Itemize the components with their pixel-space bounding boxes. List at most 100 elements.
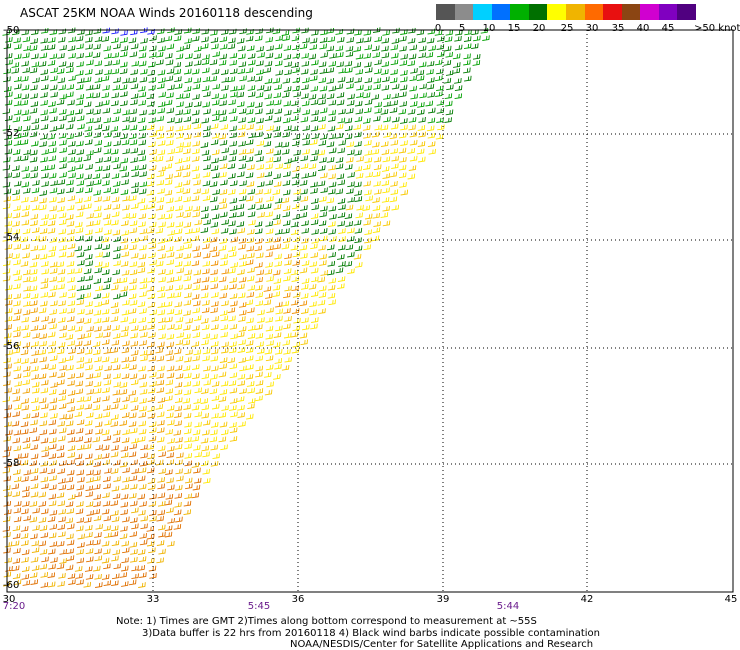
wind-barb bbox=[282, 131, 290, 138]
wind-barb bbox=[139, 331, 148, 338]
wind-barb bbox=[85, 548, 94, 555]
wind-barb bbox=[148, 547, 156, 554]
wind-barb bbox=[76, 501, 84, 507]
wind-barb bbox=[409, 131, 418, 138]
wind-barb bbox=[202, 171, 211, 178]
wind-barb bbox=[122, 109, 130, 116]
wind-barb bbox=[102, 251, 111, 258]
wind-barb bbox=[122, 467, 130, 474]
wind-barb bbox=[76, 348, 85, 355]
wind-barb bbox=[157, 37, 165, 44]
wind-barb bbox=[176, 452, 184, 459]
wind-barb bbox=[113, 163, 121, 170]
wind-barb bbox=[76, 43, 84, 50]
wind-barb bbox=[111, 485, 120, 492]
wind-barb bbox=[67, 195, 76, 202]
wind-barb bbox=[23, 149, 31, 156]
wind-barb bbox=[138, 373, 147, 380]
wind-barb bbox=[112, 493, 121, 500]
wind-barb bbox=[22, 187, 31, 194]
wind-barb bbox=[356, 92, 364, 98]
wind-barb bbox=[373, 180, 381, 187]
wind-barb bbox=[165, 173, 173, 180]
wind-barb bbox=[76, 180, 85, 186]
wind-barb bbox=[140, 523, 148, 530]
wind-barb bbox=[202, 333, 211, 340]
wind-barb bbox=[66, 133, 74, 140]
wind-barb bbox=[130, 517, 138, 524]
wind-barb bbox=[121, 230, 129, 236]
wind-barb bbox=[75, 508, 84, 515]
wind-barb bbox=[408, 117, 417, 123]
wind-barb bbox=[290, 229, 299, 235]
wind-barb bbox=[130, 99, 138, 106]
wind-barb bbox=[328, 221, 336, 227]
wind-barb bbox=[104, 365, 112, 372]
wind-barb bbox=[67, 380, 75, 386]
wind-barb bbox=[372, 197, 380, 203]
wind-barb bbox=[371, 131, 380, 138]
wind-barb bbox=[174, 158, 183, 164]
wind-barb bbox=[48, 548, 56, 555]
wind-barb bbox=[230, 333, 238, 340]
wind-barb bbox=[191, 109, 200, 116]
wind-barb bbox=[193, 467, 201, 474]
wind-barb bbox=[185, 53, 193, 60]
wind-barb bbox=[147, 387, 156, 394]
wind-barb bbox=[93, 501, 101, 507]
wind-barb bbox=[301, 308, 309, 314]
wind-barb bbox=[344, 133, 353, 140]
wind-barb bbox=[400, 53, 408, 60]
wind-barb bbox=[266, 275, 274, 282]
wind-barb bbox=[245, 347, 254, 354]
wind-barb bbox=[425, 52, 434, 58]
wind-barb bbox=[219, 310, 228, 316]
wind-barb bbox=[183, 212, 191, 218]
wind-barb bbox=[272, 77, 281, 84]
wind-barb bbox=[164, 179, 173, 186]
wind-barb bbox=[59, 308, 67, 314]
wind-barb bbox=[77, 259, 85, 266]
wind-barb bbox=[363, 219, 371, 226]
wind-barb bbox=[175, 284, 183, 291]
wind-barb bbox=[191, 260, 200, 267]
wind-barb bbox=[192, 307, 200, 314]
wind-barb bbox=[210, 29, 218, 36]
wind-barb bbox=[14, 380, 22, 387]
wind-barb bbox=[48, 493, 57, 500]
wind-barb bbox=[66, 261, 75, 267]
wind-barb bbox=[229, 85, 238, 92]
wind-barb bbox=[102, 331, 111, 338]
wind-barb bbox=[66, 469, 75, 476]
wind-barb bbox=[146, 526, 155, 532]
wind-barb bbox=[128, 412, 137, 419]
wind-barb bbox=[85, 164, 93, 170]
wind-barb bbox=[166, 292, 175, 299]
wind-barb bbox=[281, 364, 290, 371]
wind-barb bbox=[157, 483, 165, 490]
wind-barb bbox=[111, 100, 119, 107]
wind-barb bbox=[57, 372, 66, 378]
wind-barb bbox=[68, 36, 76, 43]
wind-barb bbox=[14, 125, 22, 132]
wind-barb bbox=[137, 267, 146, 274]
wind-barb bbox=[32, 507, 40, 514]
wind-barb bbox=[74, 245, 83, 252]
wind-barb bbox=[58, 516, 66, 523]
wind-barb bbox=[119, 165, 128, 172]
wind-barb bbox=[284, 285, 292, 292]
wind-barb bbox=[273, 181, 282, 188]
wind-barb bbox=[65, 517, 74, 524]
wind-barb bbox=[329, 213, 337, 220]
wind-barb bbox=[21, 566, 30, 572]
wind-barb bbox=[283, 171, 291, 178]
wind-barb bbox=[338, 236, 346, 242]
wind-barb bbox=[300, 68, 309, 75]
wind-barb bbox=[219, 189, 228, 195]
wind-barb bbox=[148, 332, 156, 338]
wind-barb bbox=[237, 227, 246, 234]
wind-barb bbox=[113, 108, 121, 115]
wind-barb bbox=[166, 405, 175, 411]
wind-barb bbox=[2, 275, 11, 282]
wind-barb bbox=[40, 387, 49, 394]
